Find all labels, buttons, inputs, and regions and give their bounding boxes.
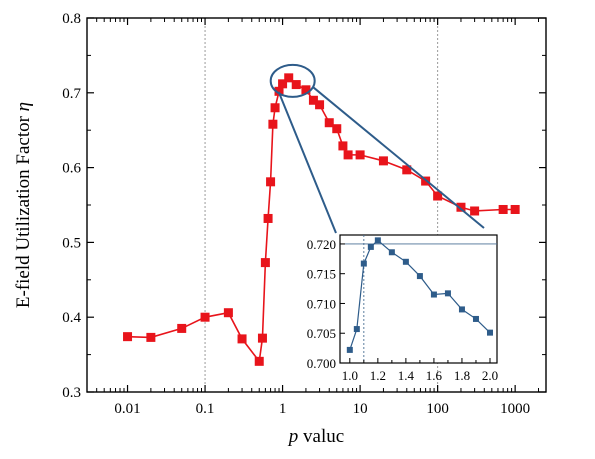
data-point-marker: [308, 95, 318, 105]
data-point-marker: [338, 141, 348, 151]
inset-data-point-marker: [430, 291, 437, 298]
inset-x-tick-label: 1.6: [426, 368, 443, 383]
data-point-marker: [146, 332, 156, 342]
y-tick-label: 0.8: [62, 11, 81, 27]
data-point-marker: [268, 119, 278, 129]
x-tick-label: 10: [353, 401, 368, 417]
zoom-circle: [269, 63, 316, 98]
inset-plot: 1.0 1.2 1.4 1.6 1.8 2.0 0.700 0.705 0.710 0.715 0.…: [307, 234, 498, 383]
x-tick-label: 0.1: [196, 401, 215, 417]
y-tick-label: 0.7: [62, 86, 81, 102]
data-point-marker: [270, 103, 280, 113]
y-tick-label: 0.5: [62, 235, 81, 251]
data-point-marker: [324, 118, 334, 128]
zoom-callout: [269, 63, 485, 234]
y-axis-title-symbol: η: [13, 102, 34, 111]
x-axis-title-symbol: p: [287, 426, 299, 447]
data-point-marker: [510, 204, 520, 214]
inset-y-tick-label: 0.720: [307, 237, 336, 252]
data-point-marker: [291, 80, 301, 90]
x-axis-title-text: valuc: [298, 426, 344, 447]
zoom-connector-right: [312, 86, 485, 229]
x-tick-label: 1: [279, 401, 287, 417]
x-tick-label: 100: [426, 401, 449, 417]
inset-data-point-marker: [416, 273, 423, 280]
inset-x-tick-label: 1.8: [454, 368, 470, 383]
x-tick-label: 1000: [500, 401, 530, 417]
data-point-marker: [284, 73, 294, 83]
y-tick-label: 0.6: [62, 161, 81, 177]
data-point-marker: [456, 202, 466, 212]
data-point-marker: [223, 308, 233, 318]
inset-data-point-marker: [353, 326, 360, 333]
inset-frame: [339, 234, 498, 364]
inset-data-point-marker: [374, 237, 381, 244]
data-point-marker: [257, 333, 267, 343]
inset-y-tick-label: 0.705: [307, 326, 336, 341]
data-point-marker: [498, 204, 508, 214]
inset-x-tick-label: 2.0: [482, 368, 498, 383]
data-point-marker: [470, 206, 480, 216]
data-point-marker: [278, 79, 288, 89]
data-point-marker: [266, 177, 276, 187]
x-tick-label: 0.01: [114, 401, 140, 417]
axis-titles: p valuc E-field Utilization Factor η: [13, 102, 344, 447]
inset-y-tick-label: 0.710: [307, 296, 336, 311]
data-point-marker: [263, 213, 273, 223]
inset-data-point-marker: [444, 290, 451, 297]
data-point-marker: [123, 332, 133, 342]
data-point-marker: [343, 150, 353, 160]
inset-data-point-marker: [367, 243, 374, 250]
x-axis-title: p valuc: [287, 426, 344, 447]
data-point-marker: [200, 312, 210, 322]
inset-data-point-marker: [360, 260, 367, 267]
inset-data-point-marker: [472, 315, 479, 322]
inset-data-point-marker: [486, 329, 493, 336]
inset-data-point-marker: [458, 306, 465, 313]
data-point-marker: [177, 323, 187, 333]
data-point-marker: [260, 258, 270, 268]
y-tick-label: 0.3: [62, 385, 81, 401]
data-point-marker: [301, 85, 311, 95]
data-point-marker: [315, 100, 325, 110]
data-point-marker: [274, 86, 284, 96]
data-point-marker: [332, 124, 342, 134]
main-plot: 0.01 0.1 1 10 100 1000 0.3 0.4 0.5 0.6 0.7 0.8: [62, 11, 547, 417]
data-point-marker: [378, 156, 388, 166]
y-axis-title: E-field Utilization Factor η: [13, 102, 34, 308]
inset-data-point-marker: [388, 249, 395, 256]
y-tick-label: 0.4: [62, 310, 81, 326]
zoom-connector-left: [277, 91, 337, 234]
y-axis-title-text: E-field Utilization Factor: [13, 111, 34, 308]
data-point-marker: [254, 356, 264, 366]
inset-data-point-marker: [402, 258, 409, 265]
data-point-marker: [402, 165, 412, 175]
inset-x-tick-label: 1.2: [370, 368, 386, 383]
inset-x-tick-label: 1.0: [342, 368, 358, 383]
inset-y-tick-label: 0.700: [307, 356, 336, 371]
data-point-marker: [355, 150, 365, 160]
inset-data-point-marker: [346, 346, 353, 353]
inset-x-tick-label: 1.4: [398, 368, 415, 383]
inset-y-tick-label: 0.715: [307, 267, 336, 282]
data-point-marker: [237, 334, 247, 344]
data-point-marker: [433, 191, 443, 201]
